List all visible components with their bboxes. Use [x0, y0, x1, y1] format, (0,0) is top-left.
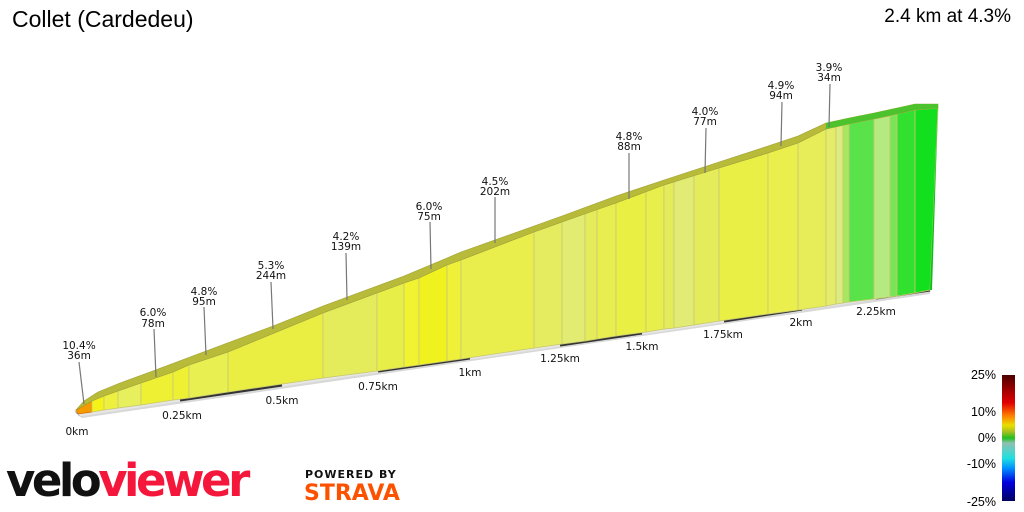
segment-4-gradient: 5.3% [258, 260, 285, 272]
tick-1km: 1km [459, 367, 482, 379]
legend-tick-10: 10% [970, 405, 996, 419]
segment-11-gradient: 3.9% [816, 62, 843, 74]
legend-tick-0: 0% [977, 431, 996, 445]
legend-tick-minus-10: -10% [966, 457, 996, 471]
segment-6-gradient: 6.0% [416, 201, 443, 213]
segment-5-length: 139m [331, 241, 361, 253]
segment-1-gradient: 10.4% [62, 340, 95, 352]
segment-3-gradient: 4.8% [191, 286, 218, 298]
distance-axis-labels: 0km 0.25km 0.5km 0.75km 1km 1.25km 1.5km… [66, 306, 896, 438]
segment-annotations: 10.4% 36m 6.0% 78m 4.8% 95m 5.3% 244m 4.… [62, 62, 843, 405]
tick-1-25km: 1.25km [540, 353, 580, 365]
logo-viewer-text: viewer [98, 454, 250, 507]
tick-0km: 0km [66, 426, 89, 438]
segment-2-length: 78m [141, 318, 165, 330]
segment-5-gradient: 4.2% [333, 231, 360, 243]
segment-7-gradient: 4.5% [482, 176, 509, 188]
logo-velo-text: velo [6, 454, 102, 507]
profile-top-edge-green [826, 104, 938, 129]
segment-6-length: 75m [417, 211, 441, 223]
tick-0-25km: 0.25km [162, 410, 202, 422]
segment-9-gradient: 4.0% [692, 106, 719, 118]
segment-8-length: 88m [617, 141, 641, 153]
gradient-slices [75, 107, 939, 415]
segment-9-length: 77m [693, 116, 717, 128]
segment-summary: 2.4 km at 4.3% [884, 6, 1011, 27]
tick-2-25km: 2.25km [856, 306, 896, 318]
legend-color-bar [1002, 375, 1015, 501]
segment-4-length: 244m [256, 270, 286, 282]
segment-8-gradient: 4.8% [616, 131, 643, 143]
tick-2km: 2km [790, 317, 813, 329]
strava-logo[interactable]: STRAVA [304, 481, 400, 506]
segment-1-length: 36m [67, 350, 91, 362]
segment-7-length: 202m [480, 186, 510, 198]
segment-2-gradient: 6.0% [140, 307, 167, 319]
segment-10-gradient: 4.9% [768, 80, 795, 92]
legend-tick-minus-25: -25% [966, 495, 996, 509]
tick-0-5km: 0.5km [265, 395, 298, 407]
segment-10-length: 94m [769, 90, 793, 102]
segment-3-length: 95m [192, 296, 216, 308]
legend-tick-25: 25% [970, 368, 996, 382]
powered-by-label: POWERED BY [305, 468, 397, 481]
segment-11-length: 34m [817, 72, 841, 84]
tick-1-5km: 1.5km [625, 341, 658, 353]
veloviewer-logo[interactable]: veloviewer [6, 454, 250, 507]
profile-side-start [74, 410, 82, 418]
segment-title: Collet (Cardedeu) [12, 6, 194, 32]
tick-0-75km: 0.75km [358, 381, 398, 393]
tick-1-75km: 1.75km [703, 329, 743, 341]
